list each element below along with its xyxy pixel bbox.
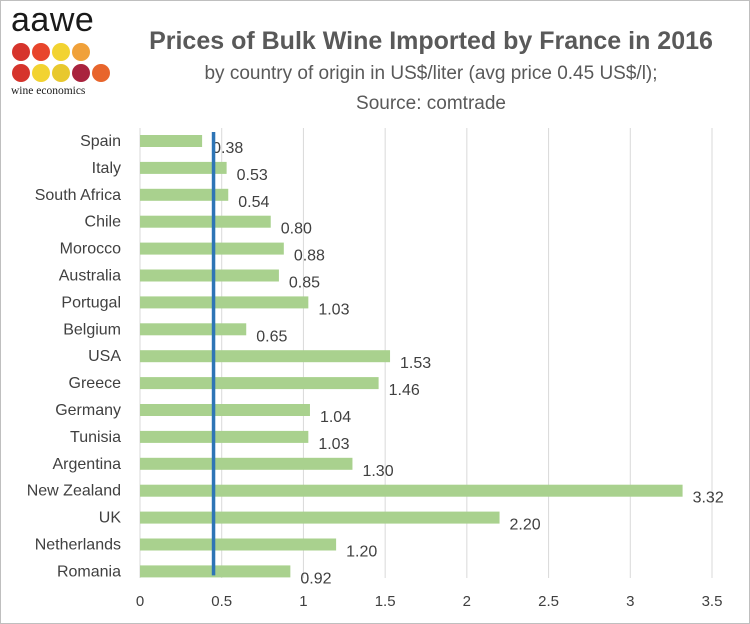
bar xyxy=(140,457,353,470)
data-label: 1.53 xyxy=(400,355,431,372)
category-label: Greece xyxy=(69,375,122,392)
data-label: 1.03 xyxy=(318,301,349,318)
category-label: UK xyxy=(99,510,122,527)
logo-dot xyxy=(32,43,50,61)
x-tick-label: 3.5 xyxy=(702,593,723,610)
category-label: Spain xyxy=(80,133,121,150)
data-label: 0.88 xyxy=(294,248,325,265)
category-label: USA xyxy=(88,348,121,365)
bar xyxy=(140,188,229,201)
bar xyxy=(140,377,379,390)
category-label: Belgium xyxy=(63,321,121,338)
data-label: 0.53 xyxy=(237,167,268,184)
category-label: Australia xyxy=(59,268,121,285)
category-label: Germany xyxy=(55,402,121,419)
bar xyxy=(140,135,203,147)
x-tick-label: 2 xyxy=(463,593,471,610)
logo-dot xyxy=(12,64,30,82)
category-label: Portugal xyxy=(61,294,121,311)
bar xyxy=(140,296,309,309)
logo-dot xyxy=(72,64,90,82)
logo-dot xyxy=(52,43,70,61)
logo-dot xyxy=(52,64,70,82)
category-label: Romania xyxy=(57,563,121,580)
logo-dot xyxy=(92,64,110,82)
bar xyxy=(140,484,683,497)
data-label: 0.92 xyxy=(300,570,331,587)
x-tick-label: 1 xyxy=(299,593,307,610)
bar xyxy=(140,350,391,363)
logo-dot xyxy=(72,43,90,61)
x-tick-label: 1.5 xyxy=(375,593,396,610)
bar xyxy=(140,511,500,524)
logo-dots xyxy=(12,43,110,82)
data-label: 0.85 xyxy=(289,275,320,292)
aawe-logo: aawe wine economics xyxy=(9,1,113,99)
data-label: 3.32 xyxy=(693,490,724,507)
data-label: 0.65 xyxy=(256,328,287,345)
category-label: Italy xyxy=(92,160,121,177)
data-label: 1.30 xyxy=(362,463,393,480)
data-label: 1.04 xyxy=(320,409,351,426)
data-label: 0.80 xyxy=(281,221,312,238)
x-tick-label: 3 xyxy=(626,593,634,610)
x-tick-label: 0 xyxy=(136,593,144,610)
bar xyxy=(140,430,309,443)
bar xyxy=(140,269,279,282)
logo-dot xyxy=(12,43,30,61)
logo-wordmark: aawe xyxy=(11,1,95,39)
chart-title: Prices of Bulk Wine Imported by France i… xyxy=(149,27,713,55)
category-label: Netherlands xyxy=(35,537,121,554)
data-label: 0.54 xyxy=(238,194,269,211)
data-label: 0.38 xyxy=(212,140,243,157)
chart-source: Source: comtrade xyxy=(356,93,506,114)
bar xyxy=(140,404,310,416)
category-label: Morocco xyxy=(60,241,121,258)
x-tick-label: 0.5 xyxy=(211,593,232,610)
category-label: Chile xyxy=(85,214,122,231)
logo-dot xyxy=(32,64,50,82)
category-label: South Africa xyxy=(35,187,121,204)
bar xyxy=(140,161,227,174)
category-label: Argentina xyxy=(53,456,122,473)
x-tick-label: 2.5 xyxy=(538,593,559,610)
bar xyxy=(140,538,337,551)
category-label: Tunisia xyxy=(70,429,121,446)
chart-subtitle: by country of origin in US$/liter (avg p… xyxy=(204,63,658,84)
data-label: 1.03 xyxy=(318,436,349,453)
data-label: 1.20 xyxy=(346,544,377,561)
bar xyxy=(140,215,271,228)
bar xyxy=(140,323,247,336)
logo-subtitle: wine economics xyxy=(11,85,86,97)
data-label: 1.46 xyxy=(389,382,420,399)
category-label: New Zealand xyxy=(27,483,121,500)
data-label: 2.20 xyxy=(510,517,541,534)
